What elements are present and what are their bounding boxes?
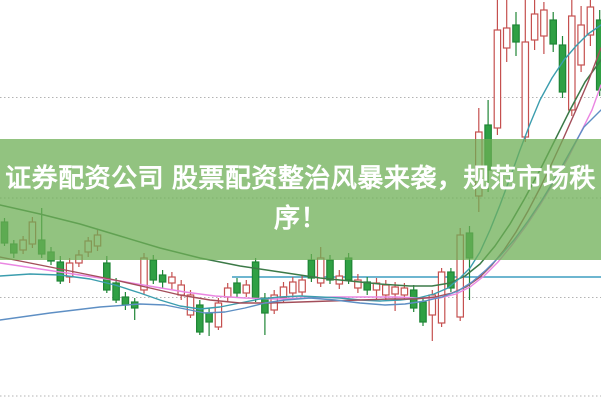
page-title: 证券配资公司 股票配资整治风暴来袭，规范市场秩序！ xyxy=(5,163,596,233)
title-banner: 证券配资公司 股票配资整治风暴来袭，规范市场秩序！ xyxy=(0,139,601,260)
ma-teal-fast xyxy=(0,24,601,310)
